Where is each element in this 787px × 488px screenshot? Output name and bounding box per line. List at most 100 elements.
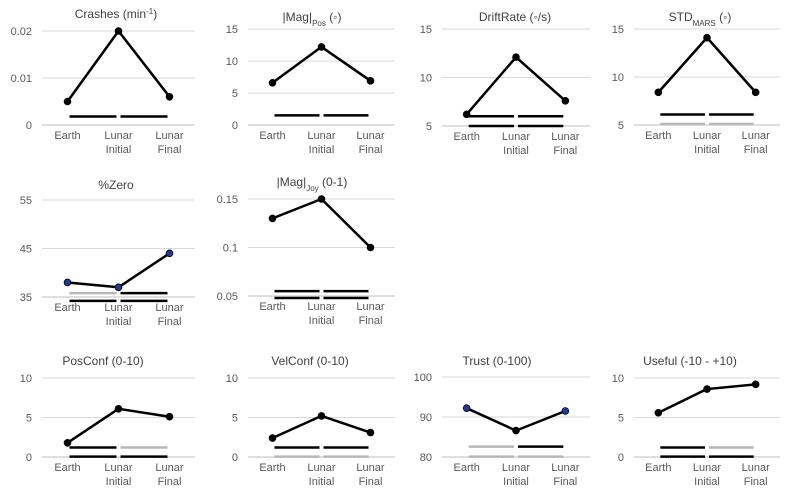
- chart-title-main: |Mag|: [283, 10, 313, 24]
- chart-panel-6: |Mag|Joy (0-1) 0.05 0.1 0.15 Earth Lunar Initi…: [217, 175, 395, 327]
- x-tick-label: Lunar: [307, 301, 335, 313]
- y-tick-label: 5: [232, 88, 238, 100]
- chart-title-subscript: Pos: [312, 19, 326, 28]
- x-tick-label: Lunar: [307, 130, 335, 142]
- x-tick-label: Final: [553, 476, 577, 488]
- chart-panel-1: Crashes (min-1) 0 0.01 0.02 Earth Lunar Initia…: [11, 7, 195, 156]
- y-tick-label: 0: [26, 452, 32, 464]
- chart-title: DriftRate (◦/s): [479, 10, 551, 24]
- x-tick-label: Lunar: [104, 130, 132, 142]
- y-tick-label: 15: [612, 24, 624, 36]
- y-tick-label: 15: [420, 24, 432, 36]
- chart-title: PosConf (0-10): [62, 354, 143, 368]
- y-tick-label: 55: [20, 195, 32, 207]
- chart-panel-7: PosConf (0-10) 0 5 10 Earth Lunar Initial Lunar…: [20, 354, 195, 488]
- series-line: [657, 36, 757, 94]
- chart-title-main: Crashes (min: [75, 7, 146, 21]
- data-point: [462, 110, 471, 119]
- x-tick-label: Earth: [54, 130, 80, 142]
- chart-title-suffix: ): [153, 7, 157, 21]
- data-point: [366, 243, 375, 252]
- y-tick-label: 15: [226, 24, 238, 36]
- y-tick-label: 0.15: [217, 194, 238, 206]
- x-tick-label: Lunar: [155, 302, 183, 314]
- chart-panel-8: VelConf (0-10) 0 5 10 Earth Lunar Initial Lunar…: [226, 354, 395, 488]
- x-tick-label: Lunar: [155, 462, 183, 474]
- chart-title-subscript: Joy: [306, 184, 318, 193]
- y-tick-label: 0.01: [11, 73, 32, 85]
- x-tick-label: Initial: [106, 476, 132, 488]
- data-point: [561, 407, 570, 415]
- x-tick-label: Final: [158, 476, 182, 488]
- x-tick-label: Initial: [503, 476, 529, 488]
- y-tick-label: 0.05: [217, 291, 238, 303]
- chart-title-superscript: -1: [146, 7, 154, 16]
- y-tick-label: 0: [232, 120, 238, 132]
- data-point: [366, 77, 375, 85]
- y-tick-label: 10: [420, 73, 432, 85]
- chart-title-suffix: (◦): [716, 10, 732, 24]
- x-tick-label: Earth: [454, 131, 480, 143]
- y-tick-label: 0: [232, 452, 238, 464]
- x-tick-label: Lunar: [551, 131, 579, 143]
- data-point: [268, 434, 277, 442]
- data-point: [165, 249, 174, 258]
- chart-panel-4: STDMARS (◦) 5 10 15 Earth Lunar Initial Lunar Fi…: [612, 10, 780, 156]
- series-line: [67, 252, 171, 289]
- y-tick-label: 5: [618, 413, 624, 425]
- y-tick-label: 0.1: [223, 243, 238, 255]
- y-tick-label: 5: [26, 413, 32, 425]
- x-tick-label: Initial: [106, 316, 132, 328]
- data-point: [63, 438, 72, 447]
- data-point: [317, 195, 326, 203]
- chart-title-main: Useful (-10 - +10): [643, 354, 737, 368]
- data-point: [268, 214, 277, 223]
- data-point: [751, 88, 760, 97]
- series-line: [271, 45, 372, 84]
- data-point: [63, 278, 72, 287]
- y-tick-label: 0: [618, 452, 624, 464]
- x-tick-label: Lunar: [551, 462, 579, 474]
- x-tick-label: Initial: [309, 315, 335, 327]
- y-tick-label: 35: [20, 292, 32, 304]
- x-tick-label: Final: [744, 476, 768, 488]
- chart-title: Useful (-10 - +10): [643, 354, 737, 368]
- chart-title-main: STD: [669, 10, 693, 24]
- y-tick-label: 5: [232, 413, 238, 425]
- x-tick-label: Lunar: [742, 130, 770, 142]
- x-tick-label: Lunar: [693, 130, 721, 142]
- series-line: [465, 55, 567, 116]
- chart-title-main: |Mag|: [277, 175, 307, 189]
- x-tick-label: Lunar: [693, 462, 721, 474]
- y-tick-label: 5: [618, 120, 624, 132]
- x-tick-label: Initial: [694, 144, 720, 156]
- x-tick-label: Lunar: [502, 462, 530, 474]
- data-point: [317, 412, 326, 420]
- x-tick-label: Initial: [309, 476, 335, 488]
- chart-title-main: VelConf (0-10): [271, 354, 348, 368]
- y-tick-label: 45: [20, 244, 32, 256]
- x-tick-label: Lunar: [356, 462, 384, 474]
- chart-panel-3: DriftRate (◦/s) 5 10 15 Earth Lunar Initial Lun…: [420, 10, 590, 157]
- data-point: [561, 96, 570, 105]
- x-tick-label: Final: [744, 144, 768, 156]
- y-tick-label: 10: [20, 373, 32, 385]
- data-point: [703, 33, 711, 42]
- y-tick-label: 100: [414, 372, 432, 384]
- chart-title: STDMARS (◦): [669, 10, 732, 28]
- data-point: [512, 53, 520, 61]
- chart-title: Trust (0-100): [463, 354, 532, 368]
- y-tick-label: 80: [420, 452, 432, 464]
- data-point: [114, 405, 123, 413]
- data-point: [114, 283, 123, 292]
- x-tick-label: Lunar: [104, 462, 132, 474]
- chart-panel-2: |Mag|Pos (◦) 0 5 10 15 Earth Lunar Initial Lunar…: [226, 10, 395, 156]
- chart-title: |Mag|Pos (◦): [283, 10, 342, 28]
- y-tick-label: 10: [226, 373, 238, 385]
- data-point: [703, 385, 711, 393]
- x-tick-label: Final: [359, 476, 383, 488]
- y-tick-label: 10: [226, 56, 238, 68]
- chart-title-main: DriftRate (◦/s): [479, 10, 551, 24]
- data-point: [462, 404, 471, 413]
